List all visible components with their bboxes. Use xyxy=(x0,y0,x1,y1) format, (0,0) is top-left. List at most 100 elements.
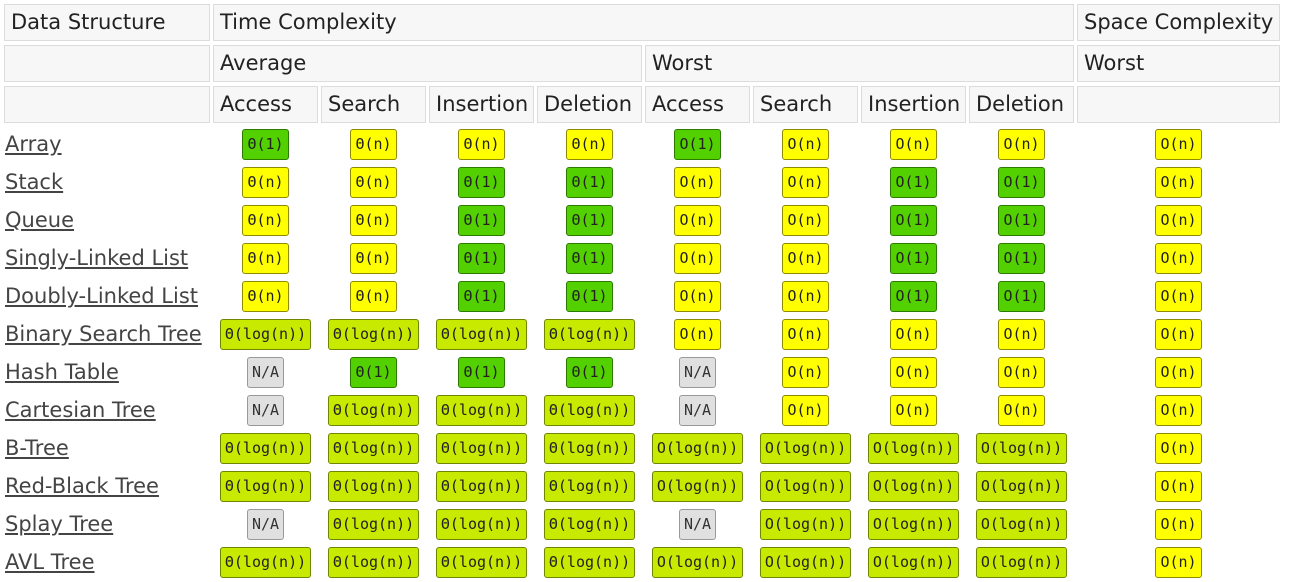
row-label-stack[interactable]: Stack xyxy=(5,170,64,194)
complexity-badge: O(n) xyxy=(890,318,937,350)
complexity-badge: O(1) xyxy=(998,166,1045,198)
table-cell: O(1) xyxy=(969,204,1074,236)
complexity-badge: Θ(log(n)) xyxy=(219,318,312,350)
table-cell: Θ(n) xyxy=(213,204,318,236)
table-cell: Θ(n) xyxy=(321,204,426,236)
row-label-array[interactable]: Array xyxy=(5,132,62,156)
complexity-badge: O(n) xyxy=(1155,128,1202,160)
table-cell: O(1) xyxy=(969,166,1074,198)
complexity-badge: Θ(n) xyxy=(458,128,505,160)
table-cell: O(1) xyxy=(861,166,966,198)
complexity-badge: Θ(n) xyxy=(350,280,397,312)
complexity-badge: Θ(n) xyxy=(242,280,289,312)
row-label-queue[interactable]: Queue xyxy=(5,208,74,232)
complexity-badge: O(log(n)) xyxy=(759,432,852,464)
table-cell: O(log(n)) xyxy=(753,432,858,464)
complexity-badge: O(1) xyxy=(998,242,1045,274)
complexity-badge: Θ(log(n)) xyxy=(543,432,636,464)
row-label-singly-linked-list[interactable]: Singly-Linked List xyxy=(5,246,189,270)
table-cell: Θ(1) xyxy=(537,280,642,312)
complexity-badge: O(n) xyxy=(890,356,937,388)
complexity-badge: Θ(1) xyxy=(458,204,505,236)
row-label-b-tree[interactable]: B-Tree xyxy=(5,436,69,460)
table-cell: O(log(n)) xyxy=(753,508,858,540)
complexity-badge: O(n) xyxy=(1155,508,1202,540)
table-cell: O(n) xyxy=(861,318,966,350)
complexity-badge: O(log(n)) xyxy=(651,432,744,464)
complexity-badge: O(log(n)) xyxy=(867,508,960,540)
complexity-badge: O(n) xyxy=(782,356,829,388)
table-cell: Θ(1) xyxy=(537,356,642,388)
complexity-badge: O(log(n)) xyxy=(975,470,1068,502)
complexity-badge: O(n) xyxy=(998,356,1045,388)
complexity-badge: O(log(n)) xyxy=(759,508,852,540)
header-space-worst: Worst xyxy=(1077,45,1280,82)
complexity-badge: O(n) xyxy=(782,394,829,426)
complexity-badge: Θ(log(n)) xyxy=(327,470,420,502)
table-cell: O(n) xyxy=(969,394,1074,426)
complexity-badge: N/A xyxy=(678,394,717,426)
complexity-badge: O(n) xyxy=(998,128,1045,160)
row-label-cartesian-tree[interactable]: Cartesian Tree xyxy=(5,398,156,422)
table-cell: Θ(log(n)) xyxy=(537,318,642,350)
complexity-badge: O(log(n)) xyxy=(975,546,1068,578)
table-cell: N/A xyxy=(645,356,750,388)
header-average: Average xyxy=(213,45,642,82)
header-op-worst-insertion: Insertion xyxy=(861,86,966,123)
complexity-badge: Θ(n) xyxy=(350,128,397,160)
row-label-doubly-linked-list[interactable]: Doubly-Linked List xyxy=(5,284,199,308)
table-cell: Θ(1) xyxy=(429,356,534,388)
complexity-badge: Θ(1) xyxy=(566,166,613,198)
complexity-badge: O(log(n)) xyxy=(651,546,744,578)
table-cell: O(log(n)) xyxy=(969,508,1074,540)
table-cell: Θ(1) xyxy=(537,242,642,274)
table-cell: Θ(n) xyxy=(321,166,426,198)
complexity-badge: O(log(n)) xyxy=(651,470,744,502)
row-label-splay-tree[interactable]: Splay Tree xyxy=(5,512,114,536)
table-cell: O(n) xyxy=(753,242,858,274)
header-blank-2 xyxy=(4,45,210,82)
table-cell: O(n) xyxy=(1077,280,1280,312)
table-cell: Θ(log(n)) xyxy=(537,432,642,464)
complexity-badge: Θ(log(n)) xyxy=(435,508,528,540)
complexity-badge: Θ(1) xyxy=(566,356,613,388)
complexity-badge: O(log(n)) xyxy=(867,432,960,464)
complexity-badge: Θ(log(n)) xyxy=(435,394,528,426)
complexity-badge: Θ(1) xyxy=(458,356,505,388)
header-op-average-search: Search xyxy=(321,86,426,123)
complexity-badge: O(n) xyxy=(782,242,829,274)
complexity-badge: O(n) xyxy=(1155,546,1202,578)
table-cell: Θ(log(n)) xyxy=(537,546,642,578)
table-cell: Θ(n) xyxy=(429,128,534,160)
complexity-badge: Θ(log(n)) xyxy=(327,508,420,540)
table-cell: N/A xyxy=(213,356,318,388)
header-op-worst-deletion: Deletion xyxy=(969,86,1074,123)
table-cell: Θ(log(n)) xyxy=(429,394,534,426)
row-label-hash-table[interactable]: Hash Table xyxy=(5,360,119,384)
complexity-badge: Θ(log(n)) xyxy=(543,508,636,540)
table-cell: N/A xyxy=(213,508,318,540)
table-cell: O(n) xyxy=(861,128,966,160)
complexity-badge: O(n) xyxy=(782,166,829,198)
table-cell: Θ(log(n)) xyxy=(321,508,426,540)
table-cell: O(n) xyxy=(1077,318,1280,350)
table-cell: O(n) xyxy=(861,356,966,388)
complexity-badge: O(n) xyxy=(674,204,721,236)
table-cell: O(n) xyxy=(1077,166,1280,198)
complexity-badge: Θ(n) xyxy=(350,204,397,236)
table-cell: O(n) xyxy=(1077,508,1280,540)
table-cell: O(1) xyxy=(861,280,966,312)
complexity-badge: Θ(log(n)) xyxy=(327,394,420,426)
table-cell: O(n) xyxy=(645,166,750,198)
row-label-red-black-tree[interactable]: Red-Black Tree xyxy=(5,474,159,498)
table-cell: Θ(log(n)) xyxy=(213,546,318,578)
complexity-badge: Θ(1) xyxy=(458,166,505,198)
header-time-complexity: Time Complexity xyxy=(213,4,1074,41)
table-cell: O(log(n)) xyxy=(645,470,750,502)
table-cell: O(1) xyxy=(645,128,750,160)
complexity-badge: O(n) xyxy=(1155,432,1202,464)
row-label-avl-tree[interactable]: AVL Tree xyxy=(5,550,95,574)
row-label-binary-search-tree[interactable]: Binary Search Tree xyxy=(5,322,202,346)
complexity-badge: Θ(log(n)) xyxy=(435,432,528,464)
complexity-badge: Θ(log(n)) xyxy=(219,546,312,578)
